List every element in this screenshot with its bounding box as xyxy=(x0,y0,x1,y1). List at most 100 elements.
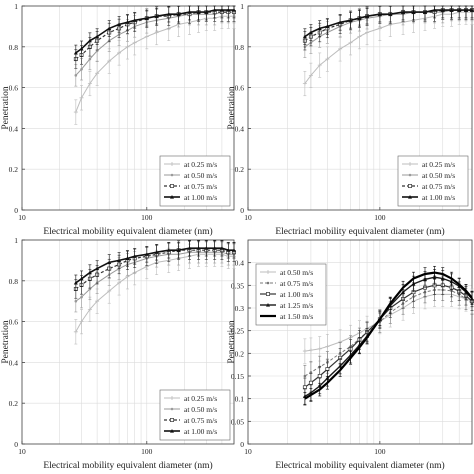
marker-plus xyxy=(87,81,92,86)
marker-triangle xyxy=(401,10,406,14)
marker-square xyxy=(317,374,322,378)
marker-triangle xyxy=(107,26,112,31)
marker-plus xyxy=(266,270,270,274)
marker-dot xyxy=(408,173,412,177)
series-line xyxy=(304,289,473,377)
marker-plus xyxy=(73,110,78,115)
legend-label: at 0.50 m/s xyxy=(184,405,217,414)
y-tick-label: 0.2 xyxy=(9,399,19,408)
marker-dot xyxy=(266,281,270,285)
marker-triangle xyxy=(117,258,122,262)
marker-triangle xyxy=(212,8,217,12)
legend-label: at 0.50 m/s xyxy=(422,171,455,180)
x-tick-label: 10 xyxy=(18,447,26,456)
y-tick-label: 0.6 xyxy=(9,84,19,93)
x-tick-label: 10 xyxy=(244,447,252,456)
marker-plus xyxy=(302,349,307,354)
marker-plus xyxy=(408,162,412,166)
series-1 xyxy=(302,281,474,364)
marker-plus xyxy=(325,57,330,62)
marker-plus xyxy=(132,40,137,45)
marker-triangle xyxy=(422,10,427,14)
marker-triangle xyxy=(144,16,149,20)
y-tick-label: 0 xyxy=(240,206,244,215)
marker-square xyxy=(308,380,313,385)
x-tick-label: 100 xyxy=(141,213,153,222)
marker-dot xyxy=(88,57,92,61)
marker-triangle xyxy=(79,276,84,281)
y-tick-label: 0.4 xyxy=(9,358,19,367)
marker-plus xyxy=(338,46,343,51)
legend: at 0.50 m/s at 0.75 m/s at 1.00 m/s at 1.25… xyxy=(255,263,327,326)
legend-label: at 1.25 m/s xyxy=(280,301,313,310)
marker-plus xyxy=(348,40,353,45)
marker-triangle xyxy=(154,14,159,18)
marker-plus xyxy=(117,280,122,285)
series-4 xyxy=(302,269,474,405)
marker-plus xyxy=(308,73,313,78)
legend: at 0.25 m/s at 0.50 m/s at 0.75 m/s at 1.00… xyxy=(397,155,469,207)
marker-triangle xyxy=(166,12,171,16)
marker-dot xyxy=(74,74,78,77)
marker-plus xyxy=(144,34,149,39)
series-line xyxy=(304,284,473,388)
series-line xyxy=(75,15,234,113)
y-tick-label: 0.8 xyxy=(9,43,19,52)
marker-triangle xyxy=(166,248,171,252)
y-tick-label: 0.6 xyxy=(235,84,245,93)
marker-triangle xyxy=(154,250,159,254)
marker-triangle xyxy=(87,270,92,275)
y-tick-label: 0 xyxy=(14,440,18,449)
chart-panel-3: 0 0.2 0.4 0.6 0.8 1 10 100 Electrical mobility e… xyxy=(1,236,236,471)
marker-triangle xyxy=(226,8,231,12)
marker-triangle xyxy=(170,195,174,199)
grid xyxy=(247,240,473,445)
marker-dot xyxy=(309,371,313,374)
y-axis-label: Penetration xyxy=(1,320,11,364)
marker-plus xyxy=(357,34,362,39)
marker-dot xyxy=(80,67,83,71)
marker-square xyxy=(266,292,270,296)
series-line xyxy=(304,11,472,84)
marker-triangle xyxy=(302,34,307,39)
y-tick-label: 0.25 xyxy=(231,327,244,336)
series-1 xyxy=(73,5,236,125)
y-tick-label: 0 xyxy=(240,440,244,449)
legend-label: at 0.75 m/s xyxy=(280,279,313,288)
y-axis-label: Penetration xyxy=(1,86,11,130)
series-line xyxy=(75,247,234,284)
series-4 xyxy=(73,5,236,62)
legend-label: at 0.25 m/s xyxy=(422,160,455,169)
y-tick-label: 0.8 xyxy=(9,277,19,286)
marker-triangle xyxy=(176,12,181,16)
marker-plus xyxy=(170,162,174,166)
y-tick-label: 1 xyxy=(14,2,18,11)
y-tick-label: 1 xyxy=(14,236,18,245)
x-axis-label: Electrical mobility equivalent diameter … xyxy=(275,460,444,471)
marker-triangle xyxy=(266,303,270,307)
marker-triangle xyxy=(325,24,330,28)
marker-triangle xyxy=(95,266,100,271)
series-5 xyxy=(303,265,474,406)
x-tick-label: 100 xyxy=(374,213,386,222)
marker-triangle xyxy=(144,252,149,256)
marker-triangle xyxy=(95,34,100,39)
legend-label: at 1.00 m/s xyxy=(184,427,217,436)
marker-triangle xyxy=(125,256,130,260)
marker-triangle xyxy=(408,195,412,199)
plot-frame xyxy=(21,239,235,445)
chart-panel-1: 0 0.2 0.4 0.6 0.8 1 10 100 Electrical mobility e… xyxy=(1,2,236,237)
series-4 xyxy=(73,240,236,291)
marker-dot xyxy=(303,374,307,378)
marker-dot xyxy=(170,407,174,411)
x-tick-label: 100 xyxy=(141,447,153,456)
legend-label: at 0.25 m/s xyxy=(184,394,217,403)
marker-triangle xyxy=(204,246,209,250)
marker-triangle xyxy=(196,246,201,250)
y-tick-label: 0.35 xyxy=(231,281,244,290)
plot-frame xyxy=(21,5,235,211)
marker-triangle xyxy=(357,16,362,20)
marker-triangle xyxy=(196,10,201,14)
x-axis-label: Electrical mobility equivalent diameter … xyxy=(43,226,212,237)
x-axis-label: Electriacl mobility equivalent diameter … xyxy=(275,226,444,237)
